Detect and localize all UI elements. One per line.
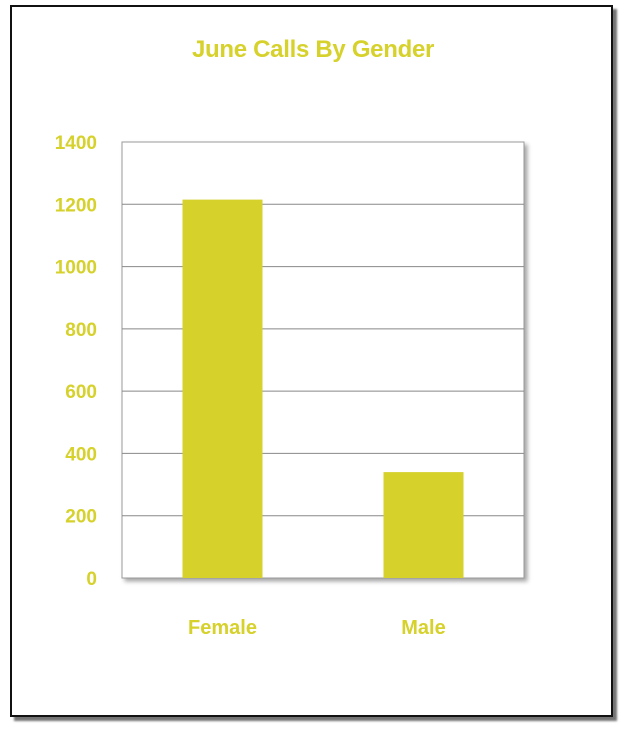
bars	[182, 199, 464, 578]
x-axis-labels: Female Male	[188, 617, 446, 639]
bar-female	[182, 199, 263, 578]
y-tick-label: 200	[65, 507, 97, 528]
y-tick-label: 1200	[55, 195, 97, 216]
plot-area	[121, 141, 525, 579]
y-tick-label: 800	[65, 320, 97, 341]
x-category-label-female: Female	[188, 617, 257, 639]
y-tick-label: 1400	[55, 133, 97, 154]
y-tick-label: 0	[86, 569, 97, 590]
y-tick-label: 400	[65, 444, 97, 465]
y-tick-label: 1000	[55, 258, 97, 279]
y-tick-label: 600	[65, 382, 97, 403]
chart-title: June Calls By Gender	[191, 36, 435, 63]
y-axis-ticks: 0 200 400 600 800 1000 1200 1400	[55, 133, 97, 590]
x-category-label-male: Male	[401, 617, 445, 639]
bar-male	[383, 472, 464, 578]
